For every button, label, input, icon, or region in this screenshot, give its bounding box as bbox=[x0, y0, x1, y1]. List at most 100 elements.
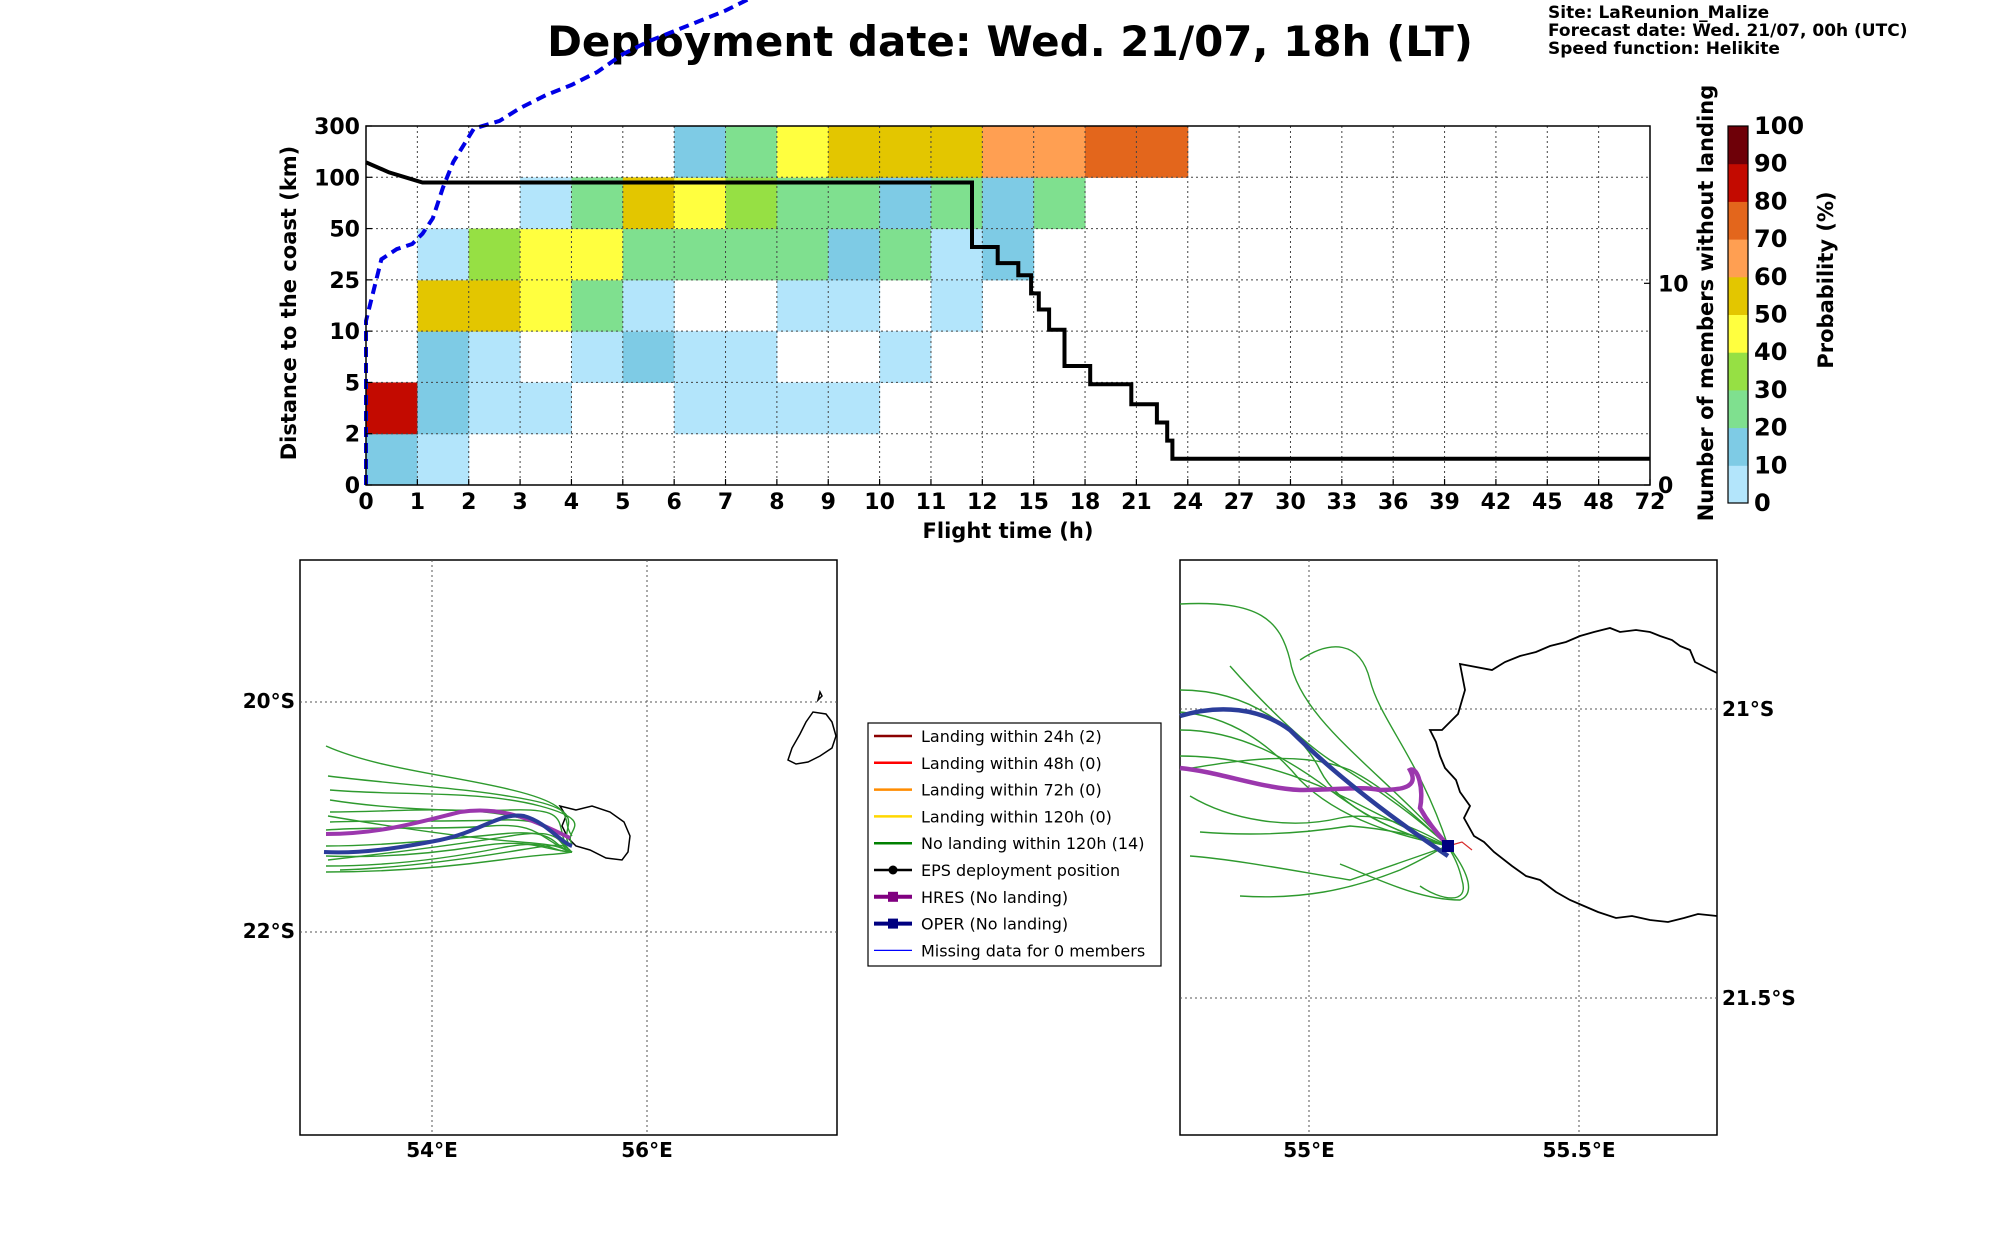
overview-map: 20°S 22°S 54°E 56°E bbox=[243, 559, 838, 1162]
y-tick-label: 2 bbox=[345, 423, 360, 448]
y-tick-label: 10 bbox=[329, 320, 360, 345]
heatmap-cell bbox=[879, 331, 932, 383]
colorbar-tick-label: 50 bbox=[1754, 301, 1787, 329]
colorbar-tick-label: 40 bbox=[1754, 338, 1787, 366]
colorbar-tick-label: 60 bbox=[1754, 263, 1787, 291]
site-info: Site: LaReunion_Malize bbox=[1548, 3, 1769, 23]
overview-map-frame bbox=[299, 559, 838, 1136]
heatmap-cell bbox=[828, 126, 881, 178]
x-tick-label: 0 bbox=[358, 490, 373, 515]
y-tick-label: 50 bbox=[329, 218, 360, 243]
legend: Landing within 24h (2) Landing within 48h… bbox=[867, 722, 1162, 967]
heatmap-cell bbox=[366, 433, 418, 486]
heatmap-cell bbox=[366, 382, 418, 435]
heatmap-cell bbox=[725, 331, 778, 383]
legend-label: Landing within 72h (0) bbox=[921, 781, 1102, 800]
lat-label: 20°S bbox=[243, 689, 295, 713]
colorbar-tick-label: 10 bbox=[1754, 451, 1787, 479]
heatmap-cell bbox=[468, 331, 521, 383]
heatmap-cell bbox=[725, 228, 778, 281]
heatmap-cell bbox=[828, 177, 881, 230]
legend-marker bbox=[888, 865, 898, 875]
legend-box bbox=[867, 722, 1162, 967]
x-tick-label: 30 bbox=[1275, 490, 1306, 515]
y-tick-label: 25 bbox=[329, 269, 360, 294]
heatmap-cell bbox=[1136, 126, 1189, 178]
x-tick-label: 11 bbox=[916, 490, 947, 515]
legend-label: Missing data for 0 members bbox=[921, 941, 1145, 960]
colorbar-tick-label: 30 bbox=[1754, 376, 1787, 404]
x-tick-label: 72 bbox=[1635, 490, 1666, 515]
heatmap-cell bbox=[982, 228, 1035, 281]
heatmap-cell bbox=[468, 382, 521, 435]
hres-track bbox=[1179, 765, 1450, 848]
heatmap-cell bbox=[828, 279, 881, 332]
deployment-position-marker bbox=[1442, 840, 1454, 852]
x-tick-label: 21 bbox=[1121, 490, 1152, 515]
legend-marker bbox=[888, 918, 898, 929]
heatmap-cell bbox=[930, 228, 983, 281]
colorbar-tick-label: 70 bbox=[1754, 225, 1787, 253]
x-tick-label: 5 bbox=[615, 490, 630, 515]
probability-colorbar: 0 10 20 30 40 50 60 70 80 90 100 bbox=[1727, 112, 1804, 517]
colorbar-tick-label: 100 bbox=[1754, 112, 1804, 140]
lat-label: 21°S bbox=[1722, 697, 1774, 721]
legend-label: Landing within 24h (2) bbox=[921, 727, 1102, 746]
reunion-island-outline bbox=[558, 804, 631, 861]
heatmap-cell bbox=[622, 279, 675, 332]
distance-probability-heatmap: 0 1 2 3 4 5 6 7 8 9 10 11 12 15 18 21 24 27 30 33 36 39 42 45 48… bbox=[314, 0, 1689, 515]
colorbar-segment bbox=[1728, 276, 1748, 315]
heatmap-cell bbox=[571, 177, 624, 230]
lon-label: 56°E bbox=[621, 1138, 673, 1162]
x-tick-label: 2 bbox=[461, 490, 476, 515]
y-tick-label: 100 bbox=[314, 166, 360, 191]
lat-label: 22°S bbox=[243, 919, 295, 943]
forecast-date-info: Forecast date: Wed. 21/07, 00h (UTC) bbox=[1548, 21, 1907, 41]
heatmap-cell bbox=[930, 279, 983, 332]
x-tick-label: 3 bbox=[512, 490, 527, 515]
legend-label: Landing within 120h (0) bbox=[921, 807, 1112, 826]
heatmap-cell bbox=[622, 177, 675, 230]
heatmap-cell bbox=[776, 177, 829, 230]
heatmap-cell bbox=[674, 126, 727, 178]
x-tick-label: 48 bbox=[1583, 490, 1614, 515]
lat-label: 21.5°S bbox=[1722, 986, 1796, 1010]
heatmap-cell bbox=[930, 177, 983, 230]
x-tick-label: 15 bbox=[1018, 490, 1049, 515]
x-tick-label: 27 bbox=[1224, 490, 1255, 515]
legend-label: EPS deployment position bbox=[921, 861, 1120, 880]
lon-label: 55°E bbox=[1283, 1138, 1335, 1162]
heatmap-cell bbox=[776, 228, 829, 281]
heatmap-cell bbox=[520, 382, 572, 435]
oper-track bbox=[1179, 707, 1450, 858]
heatmap-cell bbox=[520, 228, 572, 281]
colorbar-segment bbox=[1728, 314, 1748, 353]
x-tick-label: 18 bbox=[1070, 490, 1101, 515]
x-tick-label: 33 bbox=[1327, 490, 1358, 515]
heatmap-cell bbox=[622, 331, 675, 383]
heatmap-cell bbox=[725, 382, 778, 435]
heatmap-cell bbox=[674, 331, 727, 383]
y2-tick-label: 10 bbox=[1658, 272, 1689, 297]
colorbar-tick-label: 90 bbox=[1754, 150, 1787, 178]
speed-function-info: Speed function: Helikite bbox=[1548, 39, 1780, 59]
heatmap-cell bbox=[571, 279, 624, 332]
colorbar-frame bbox=[1727, 125, 1749, 504]
colorbar-tick-label: 80 bbox=[1754, 187, 1787, 215]
y-tick-label: 0 bbox=[345, 474, 360, 499]
x-tick-label: 1 bbox=[410, 490, 425, 515]
mauritius-island-outline bbox=[787, 689, 837, 765]
legend-label: OPER (No landing) bbox=[921, 915, 1068, 934]
median-distance-line bbox=[364, 0, 752, 485]
legend-label: Landing within 48h (0) bbox=[921, 754, 1102, 773]
heatmap-cell bbox=[520, 177, 572, 230]
heatmap-cell bbox=[1085, 126, 1137, 178]
heatmap-cell bbox=[930, 126, 983, 178]
colorbar-segment bbox=[1728, 239, 1748, 278]
x-tick-label: 12 bbox=[967, 490, 998, 515]
heatmap-cell bbox=[417, 228, 470, 281]
heatmap-cell bbox=[417, 382, 470, 435]
x-tick-label: 39 bbox=[1429, 490, 1460, 515]
x-tick-label: 9 bbox=[821, 490, 836, 515]
x-tick-label: 36 bbox=[1378, 490, 1409, 515]
